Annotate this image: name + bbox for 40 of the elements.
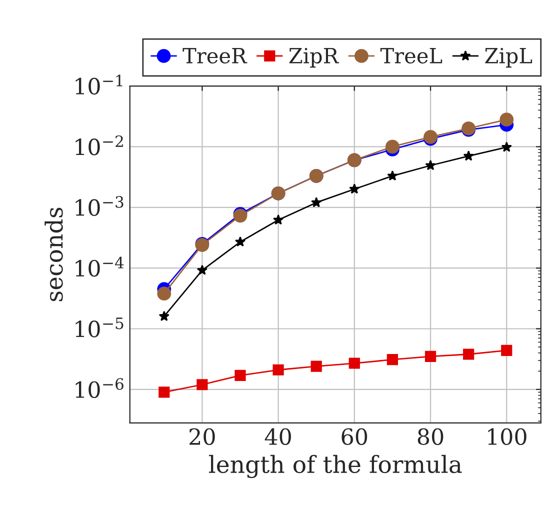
y-tick-label: 10$^{−2}$ [76,135,123,156]
y-tick-label: 10$^{−1}$ [76,74,122,95]
x-tick-label: 20 [190,428,215,446]
point [272,364,284,376]
y-tick-label: 10$^{−6}$ [76,378,124,398]
point [272,214,284,225]
point [196,379,208,390]
point [311,197,322,208]
point [349,184,360,194]
point [196,264,208,275]
point [234,236,246,247]
legend-label: TreeR [182,48,248,64]
point [501,142,512,152]
point [158,310,170,321]
x-axis-title: length of the formula [208,454,462,478]
point [386,140,400,154]
legend-label: TreeL [380,48,442,64]
legend-label: ZipL [485,48,532,68]
point [158,386,170,398]
point [501,344,512,356]
point [310,360,322,372]
point [348,358,360,369]
point [234,370,246,382]
y-tick-label: 10$^{−4}$ [76,256,124,277]
point [157,286,172,301]
point [386,354,398,366]
x-tick-label: 80 [418,428,444,446]
point [387,170,398,181]
x-tick-label: 40 [264,428,291,446]
point [500,112,514,127]
point [424,350,436,362]
point [425,160,436,170]
point [463,348,474,360]
point [463,150,474,161]
legend-label: ZipR [289,48,340,68]
x-tick-label: 60 [342,428,368,446]
y-tick-label: 10$^{−5}$ [76,318,124,338]
y-axis-title: seconds [44,208,63,302]
x-tick-label: 100 [488,428,526,446]
y-tick-label: 10$^{−3}$ [76,196,124,216]
